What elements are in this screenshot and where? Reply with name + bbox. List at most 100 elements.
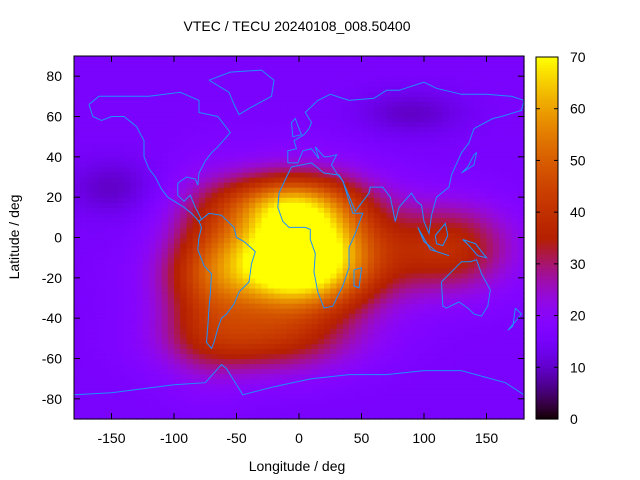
heatmap-cell: [449, 403, 456, 410]
heatmap-cell: [205, 262, 213, 269]
heatmap-cell: [80, 217, 88, 223]
heatmap-cell: [124, 282, 131, 289]
heatmap-cell: [424, 111, 431, 118]
heatmap-cell: [405, 76, 413, 82]
heatmap-cell: [111, 156, 119, 163]
heatmap-cell: [80, 227, 88, 234]
heatmap-cell: [517, 333, 525, 339]
heatmap-cell: [74, 232, 81, 239]
heatmap-cell: [286, 338, 294, 344]
heatmap-cell: [111, 298, 119, 304]
heatmap-cell: [149, 413, 156, 420]
heatmap-cell: [399, 272, 406, 279]
heatmap-cell: [224, 338, 231, 344]
heatmap-cell: [399, 303, 406, 309]
heatmap-cell: [230, 187, 238, 193]
heatmap-cell: [336, 378, 344, 385]
heatmap-cell: [280, 287, 288, 294]
heatmap-cell: [311, 313, 319, 319]
heatmap-cell: [142, 398, 150, 405]
heatmap-cell: [261, 227, 269, 234]
heatmap-cell: [374, 96, 381, 102]
heatmap-cell: [230, 111, 238, 118]
heatmap-cell: [311, 146, 319, 153]
heatmap-cell: [361, 373, 369, 380]
heatmap-cell: [474, 86, 481, 92]
heatmap-cell: [236, 101, 244, 108]
heatmap-cell: [130, 101, 138, 108]
heatmap-cell: [149, 252, 156, 259]
heatmap-cell: [174, 408, 181, 415]
heatmap-cell: [249, 252, 256, 259]
heatmap-cell: [161, 363, 169, 370]
heatmap-cell: [217, 182, 225, 188]
heatmap-cell: [230, 313, 238, 319]
heatmap-cell: [105, 177, 113, 183]
heatmap-cell: [317, 146, 325, 153]
heatmap-cell: [430, 363, 438, 370]
heatmap-cell: [86, 333, 94, 339]
heatmap-cell: [324, 358, 331, 365]
heatmap-cell: [474, 338, 481, 344]
heatmap-cell: [317, 131, 325, 138]
heatmap-cell: [355, 277, 363, 284]
heatmap-cell: [517, 71, 525, 77]
heatmap-cell: [342, 182, 350, 188]
heatmap-cell: [92, 343, 100, 350]
heatmap-cell: [480, 131, 488, 138]
heatmap-cell: [99, 177, 106, 183]
heatmap-cell: [517, 111, 525, 118]
heatmap-cell: [205, 76, 213, 82]
heatmap-cell: [449, 373, 456, 380]
heatmap-cell: [167, 111, 175, 118]
heatmap-cell: [492, 101, 500, 108]
heatmap-cell: [224, 323, 231, 329]
heatmap-cell: [311, 343, 319, 350]
heatmap-cell: [99, 287, 106, 294]
heatmap-cell: [124, 292, 131, 299]
heatmap-cell: [180, 298, 188, 304]
heatmap-cell: [511, 81, 519, 87]
heatmap-cell: [267, 287, 275, 294]
heatmap-cell: [80, 338, 88, 344]
heatmap-cell: [299, 318, 306, 324]
heatmap-cell: [205, 131, 213, 138]
heatmap-cell: [186, 348, 194, 355]
heatmap-cell: [274, 156, 281, 163]
heatmap-cell: [199, 298, 206, 304]
heatmap-cell: [167, 187, 175, 193]
heatmap-cell: [436, 212, 444, 218]
heatmap-cell: [430, 106, 438, 113]
heatmap-cell: [374, 378, 381, 385]
heatmap-cell: [117, 111, 125, 118]
heatmap-cell: [242, 197, 250, 203]
heatmap-cell: [317, 308, 325, 314]
heatmap-cell: [455, 368, 463, 375]
heatmap-cell: [367, 156, 375, 163]
heatmap-cell: [486, 177, 494, 183]
heatmap-cell: [80, 363, 88, 370]
heatmap-cell: [255, 182, 263, 188]
heatmap-cell: [286, 393, 294, 400]
heatmap-cell: [167, 237, 175, 244]
heatmap-cell: [199, 156, 206, 163]
heatmap-cell: [461, 272, 469, 279]
heatmap-cell: [211, 358, 219, 365]
heatmap-cell: [430, 303, 438, 309]
heatmap-cell: [242, 126, 250, 133]
heatmap-cell: [161, 71, 169, 77]
heatmap-cell: [136, 303, 144, 309]
heatmap-cell: [211, 91, 219, 97]
heatmap-cell: [230, 86, 238, 92]
vtec-heatmap: [74, 56, 525, 420]
heatmap-cell: [386, 217, 394, 223]
heatmap-cell: [80, 292, 88, 299]
heatmap-cell: [336, 313, 344, 319]
heatmap-cell: [305, 111, 313, 118]
heatmap-cell: [474, 378, 481, 385]
heatmap-cell: [436, 343, 444, 350]
heatmap-cell: [267, 257, 275, 264]
heatmap-cell: [142, 151, 150, 158]
heatmap-cell: [142, 146, 150, 153]
heatmap-cell: [99, 182, 106, 188]
